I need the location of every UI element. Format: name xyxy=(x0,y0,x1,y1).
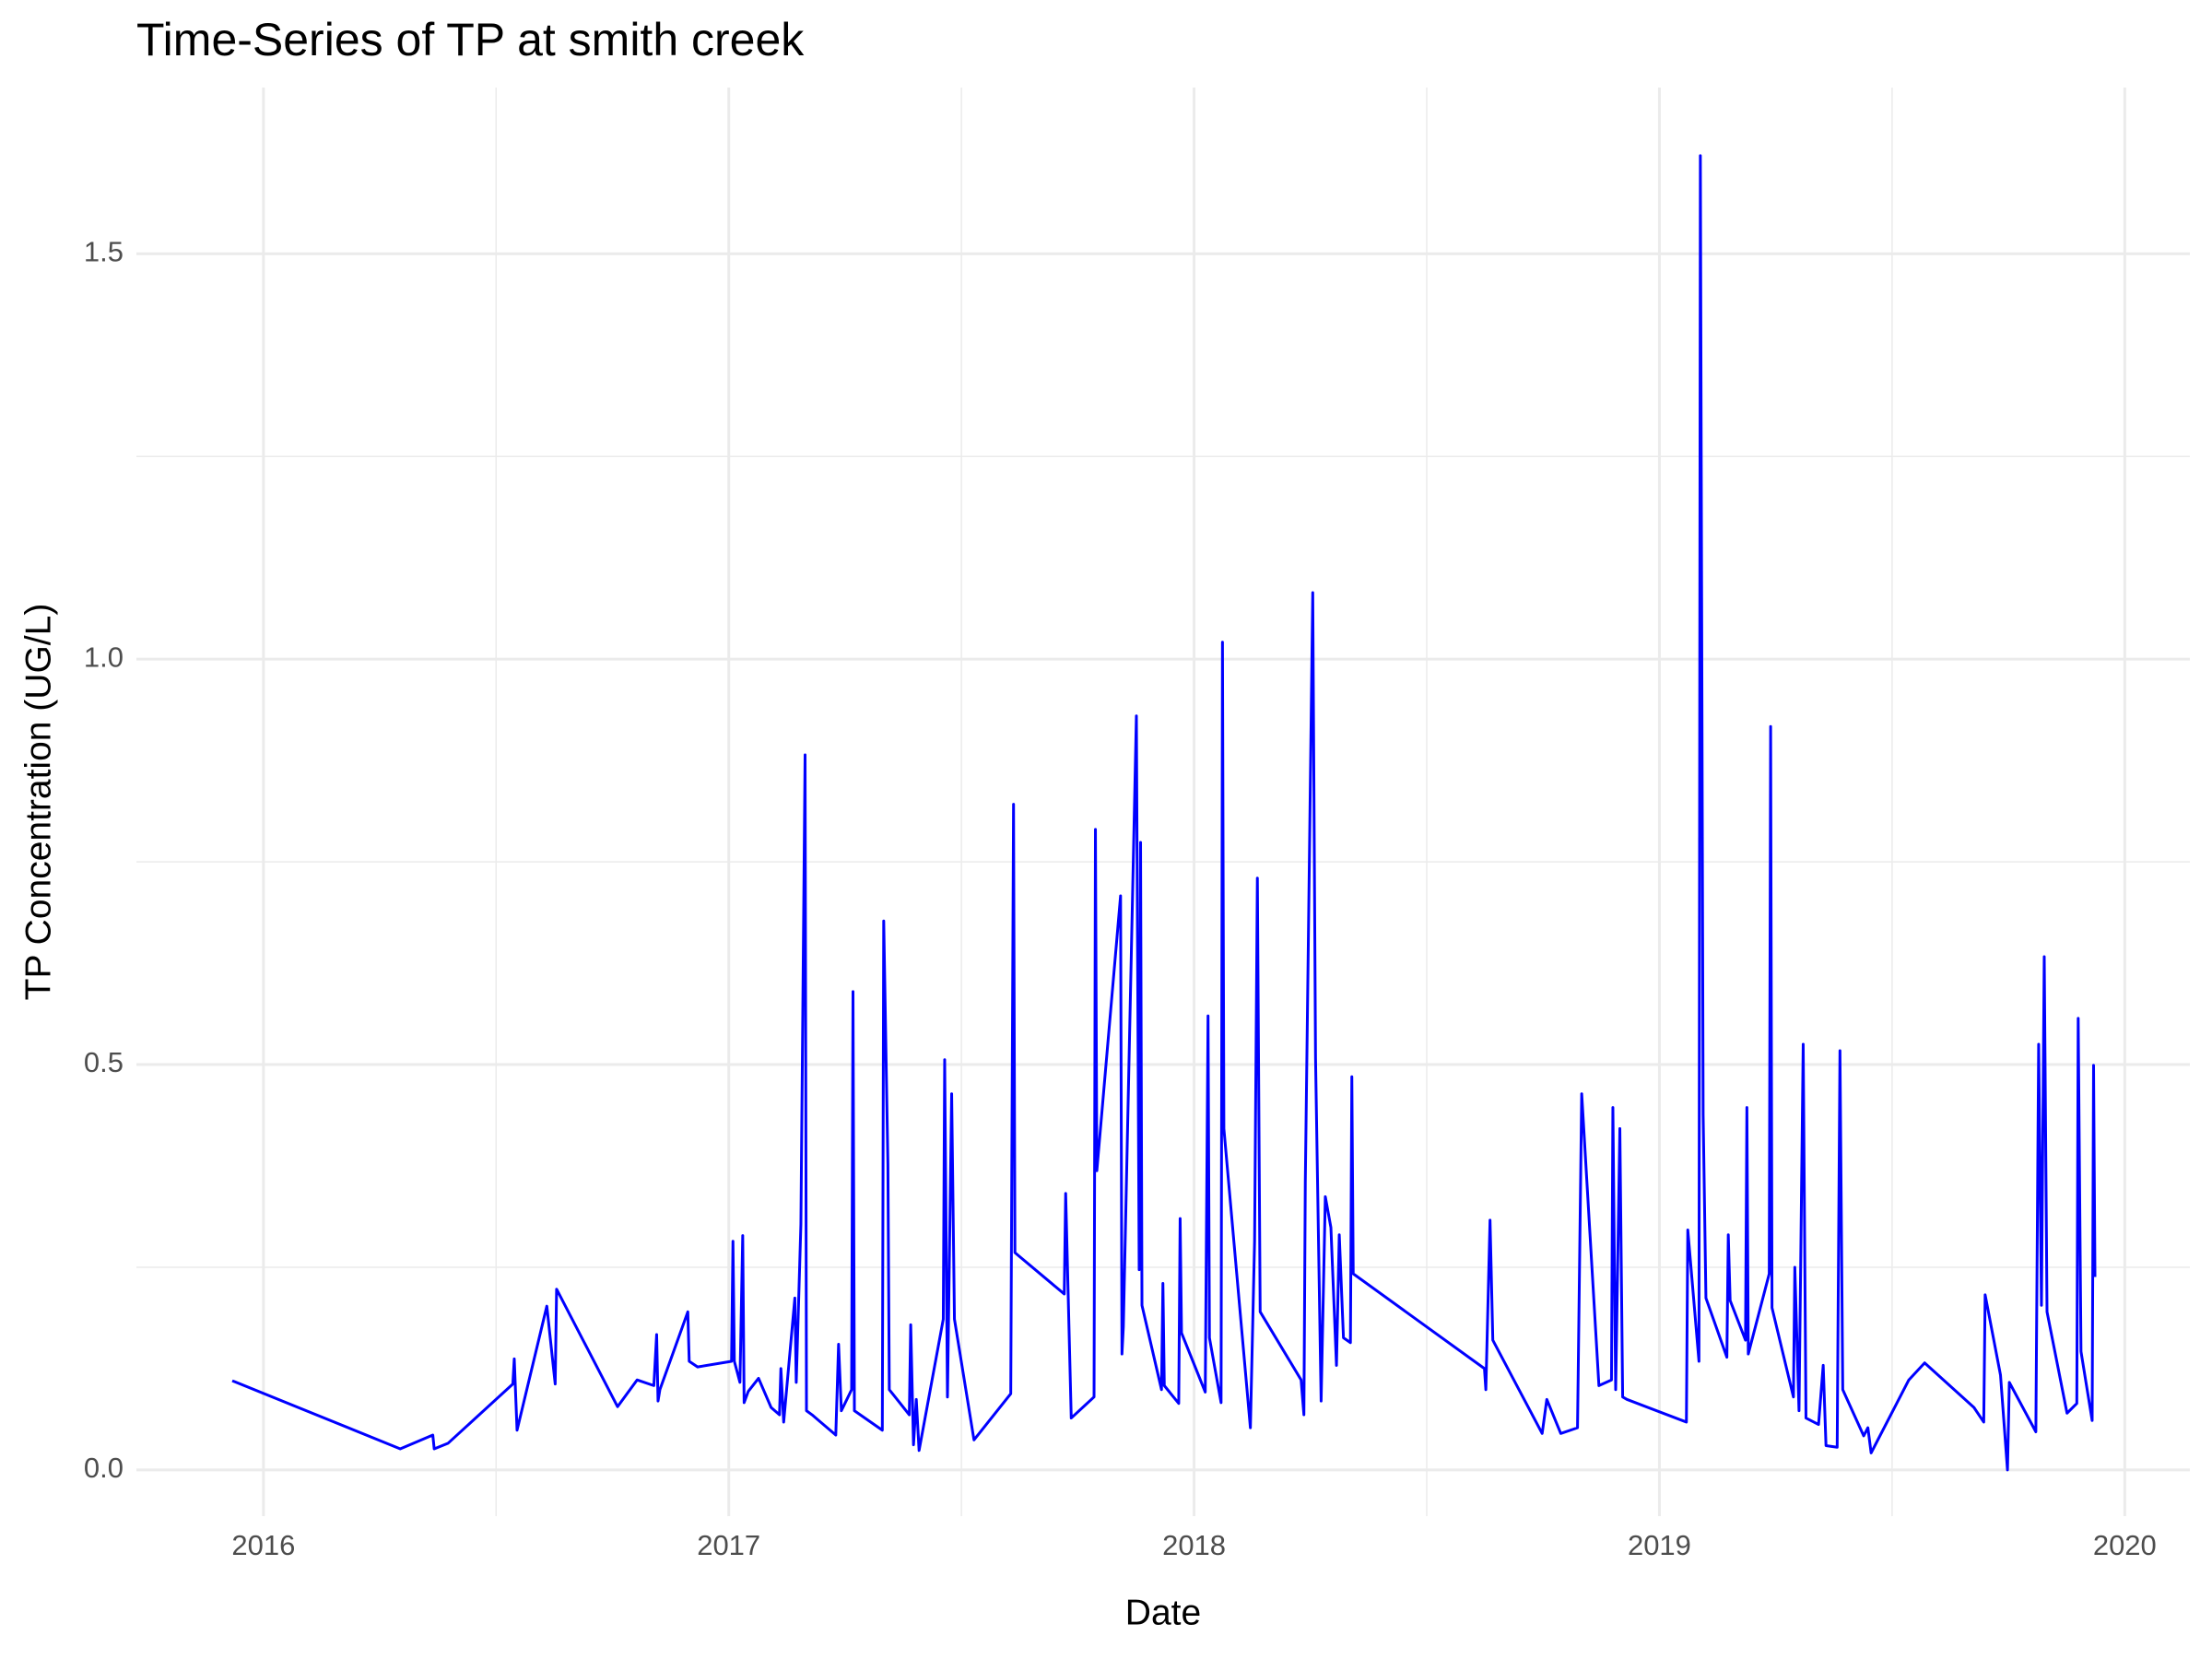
y-axis-title: TP Concentration (UG/L) xyxy=(18,604,58,1001)
y-tick-label: 1.5 xyxy=(84,236,124,268)
x-tick-label: 2018 xyxy=(1162,1529,1226,1561)
chart-title: Time-Series of TP at smith creek xyxy=(136,14,805,65)
x-tick-label: 2016 xyxy=(231,1529,295,1561)
x-tick-label: 2019 xyxy=(1628,1529,1691,1561)
y-tick-label: 0.5 xyxy=(84,1046,124,1078)
x-tick-label: 2020 xyxy=(2093,1529,2157,1561)
data-line xyxy=(231,154,2097,1472)
x-axis-title: Date xyxy=(1125,1593,1201,1632)
y-tick-label: 1.0 xyxy=(84,641,124,673)
x-tick-label: 2017 xyxy=(697,1529,760,1561)
y-tick-label: 0.0 xyxy=(84,1452,124,1484)
